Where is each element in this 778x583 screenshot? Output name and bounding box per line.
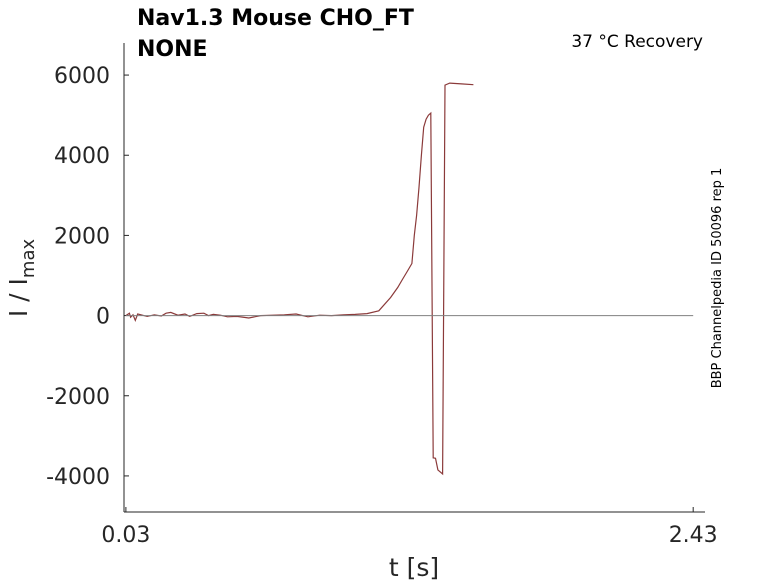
y-tick-label: 6000: [54, 64, 110, 89]
x-axis-label: t [s]: [389, 553, 439, 582]
y-tick-label: 4000: [54, 144, 110, 169]
chart-title: Nav1.3 Mouse CHO_FT: [137, 6, 414, 31]
y-axis-label-sub: max: [18, 239, 39, 279]
side-id-label: BBP Channelpedia ID 50096 rep 1: [710, 168, 725, 389]
y-tick-label: -4000: [46, 465, 110, 490]
condition-label: 37 °C Recovery: [571, 32, 703, 52]
y-tick-label: -2000: [46, 385, 110, 410]
plot-area: [125, 82, 694, 476]
series-line-0: [125, 82, 474, 476]
x-ticks: 0.03 2.43: [101, 507, 718, 548]
y-ticks: 6000 4000 2000 0 -2000 -4000: [46, 64, 129, 490]
x-tick-label: 0.03: [101, 523, 150, 548]
x-tick-label: 2.43: [669, 523, 718, 548]
y-tick-label: 2000: [54, 224, 110, 249]
y-axis-label: I / Imax: [4, 239, 39, 318]
axes: [123, 43, 705, 513]
y-axis-label-main: I / I: [4, 278, 33, 317]
y-tick-label: 0: [96, 305, 110, 330]
chart-subtitle: NONE: [137, 37, 208, 62]
